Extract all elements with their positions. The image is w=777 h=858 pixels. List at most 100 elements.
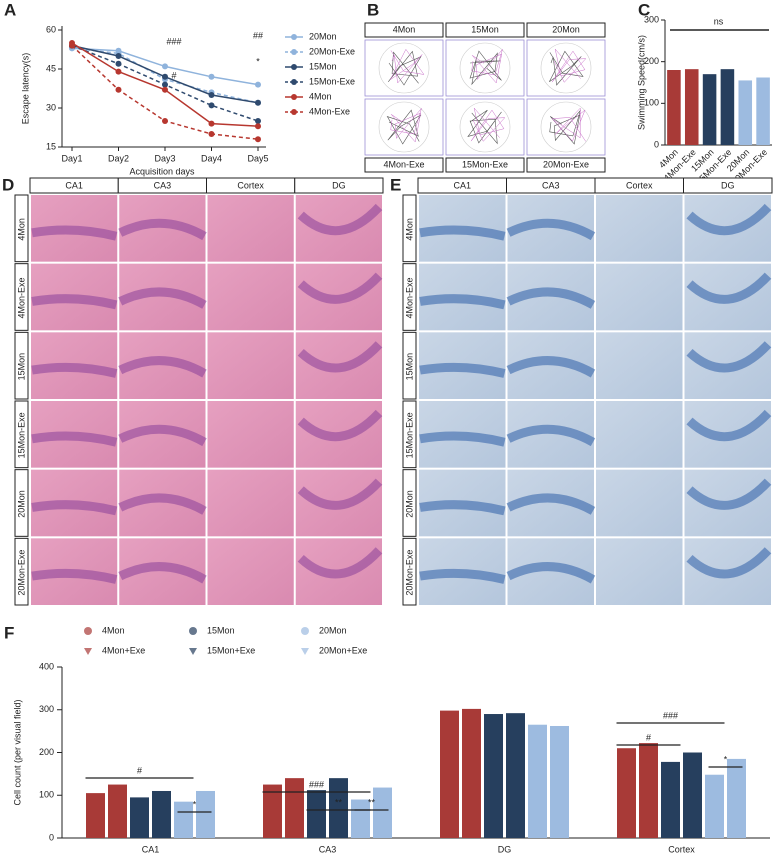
cell-layer — [419, 294, 506, 310]
maze-label: 4Mon — [393, 24, 416, 34]
bar — [130, 797, 149, 838]
row-header — [402, 194, 417, 263]
row-header — [402, 400, 417, 469]
legend-label: 4Mon+Exe — [102, 645, 145, 655]
swim-track — [471, 49, 503, 84]
bar — [550, 725, 569, 838]
pool — [378, 42, 430, 94]
x-tick-label: CA1 — [142, 844, 160, 854]
row-header — [402, 331, 417, 400]
bar — [661, 761, 680, 838]
panel-label: B — [367, 0, 379, 19]
bar — [727, 758, 746, 838]
y-tick-label: 200 — [644, 56, 659, 66]
series-point — [208, 120, 215, 127]
y-tick-label: 45 — [46, 63, 56, 73]
row-label: 20Mon-Exe — [16, 550, 26, 596]
annotation: ** — [335, 797, 343, 807]
cell-layer — [419, 431, 506, 447]
maze-image — [364, 98, 444, 156]
row-label: 4Mon — [16, 218, 26, 241]
cell-layer — [506, 493, 596, 515]
y-tick-label: 300 — [39, 704, 54, 714]
x-tick-label: Day5 — [247, 153, 268, 163]
series-point — [255, 136, 261, 143]
cell-layer — [506, 218, 596, 241]
row-label: 15Mon — [16, 353, 26, 381]
stain-image — [207, 401, 294, 468]
y-axis-label: Swimming Speed(cm/s) — [636, 35, 646, 130]
swim-track — [551, 107, 586, 142]
series-point — [255, 123, 261, 130]
legend-marker — [291, 94, 297, 100]
cell-layer — [506, 424, 596, 447]
cell-layer — [31, 500, 118, 516]
bar — [174, 801, 193, 838]
cell-layer — [506, 356, 596, 378]
bar — [484, 714, 503, 838]
pool — [540, 42, 592, 94]
series-point — [115, 68, 122, 75]
series-point — [255, 81, 261, 88]
maze-image — [526, 39, 606, 97]
y-tick-label: 0 — [654, 139, 659, 149]
cell-layer — [506, 287, 596, 309]
column-label: DG — [721, 180, 735, 190]
y-tick-label: 100 — [39, 790, 54, 800]
swim-track — [470, 107, 506, 142]
cell-layer — [31, 225, 118, 241]
cell-layer — [118, 287, 207, 309]
bar — [639, 743, 658, 838]
maze-image — [445, 98, 525, 156]
legend-marker — [291, 49, 297, 55]
cell-layer — [31, 431, 118, 447]
legend-marker — [84, 648, 92, 655]
annotation: ## — [253, 30, 263, 40]
pool — [378, 101, 430, 153]
panel-label: F — [4, 623, 14, 642]
row-label: 20Mon-Exe — [404, 550, 414, 596]
stain-image — [596, 263, 683, 331]
legend-label: 15Mon-Exe — [309, 76, 355, 86]
row-label: 20Mon — [404, 490, 414, 518]
cell-layer — [297, 272, 383, 304]
cell-layer — [686, 272, 772, 304]
bar — [683, 752, 702, 838]
panel-label: A — [4, 0, 16, 19]
column-label: CA1 — [453, 180, 471, 190]
stain-image — [596, 332, 683, 399]
legend-marker — [291, 79, 297, 85]
label-box — [526, 22, 606, 38]
bar — [462, 708, 481, 838]
cell-layer — [686, 203, 772, 236]
legend-label: 20Mon+Exe — [319, 645, 367, 655]
bar — [738, 80, 753, 145]
maze-image — [526, 98, 606, 156]
row-label: 15Mon-Exe — [404, 412, 414, 458]
series-point — [255, 99, 261, 106]
series-point — [115, 60, 122, 67]
column-header — [294, 177, 384, 194]
stain-image — [207, 332, 294, 399]
row-header — [402, 469, 417, 537]
label-box — [526, 157, 606, 173]
stain-image — [596, 469, 683, 537]
bar — [440, 710, 459, 838]
y-tick-label: 100 — [644, 98, 659, 108]
label-box — [364, 157, 444, 173]
x-tick-label: Cortex — [668, 844, 695, 854]
row-label: 20Mon — [16, 490, 26, 518]
maze-label: 15Mon-Exe — [462, 159, 508, 169]
maze-label: 15Mon — [471, 24, 499, 34]
pool — [540, 101, 592, 153]
pool — [459, 42, 511, 94]
column-label: Cortex — [626, 180, 653, 190]
column-label: CA3 — [542, 180, 560, 190]
maze-label: 20Mon — [552, 24, 580, 34]
annotation: * — [724, 754, 728, 764]
legend-label: 4Mon — [102, 625, 125, 635]
series-point — [208, 131, 215, 137]
column-label: DG — [332, 180, 346, 190]
row-label: 4Mon-Exe — [404, 277, 414, 318]
y-tick-label: 0 — [49, 832, 54, 842]
